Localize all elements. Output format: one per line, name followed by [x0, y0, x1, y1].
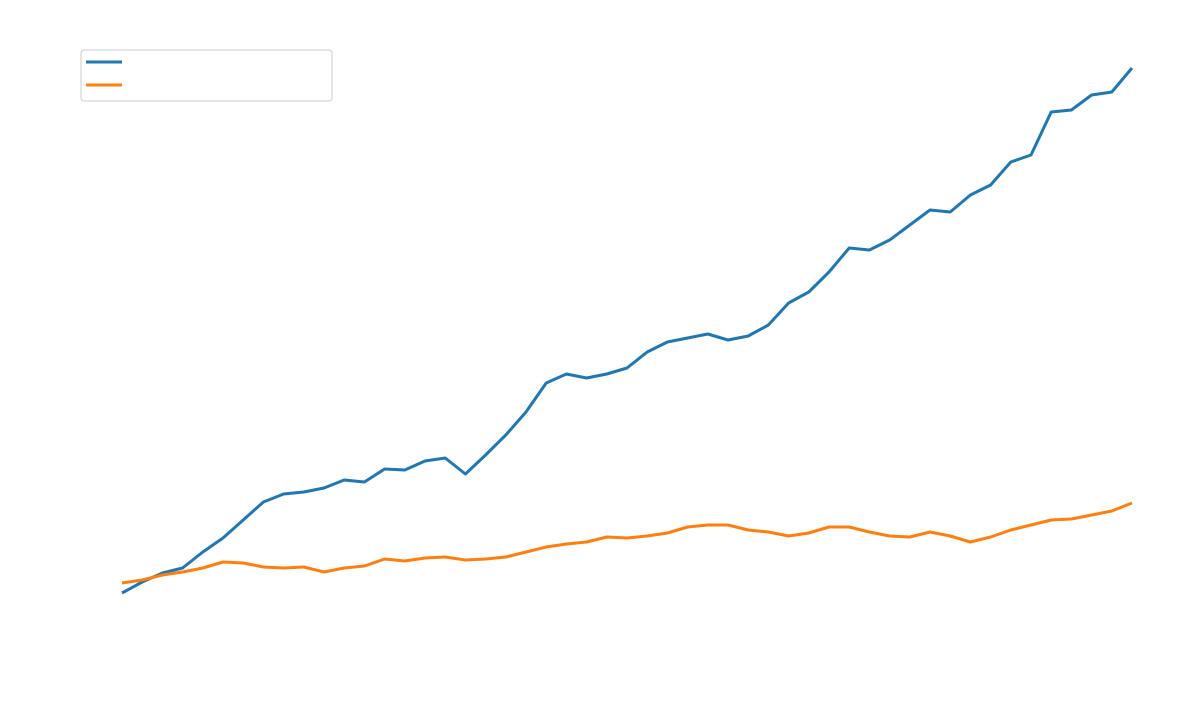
- line-series: [121, 501, 1133, 585]
- line-series: [121, 67, 1134, 595]
- legend-box: [80, 49, 333, 102]
